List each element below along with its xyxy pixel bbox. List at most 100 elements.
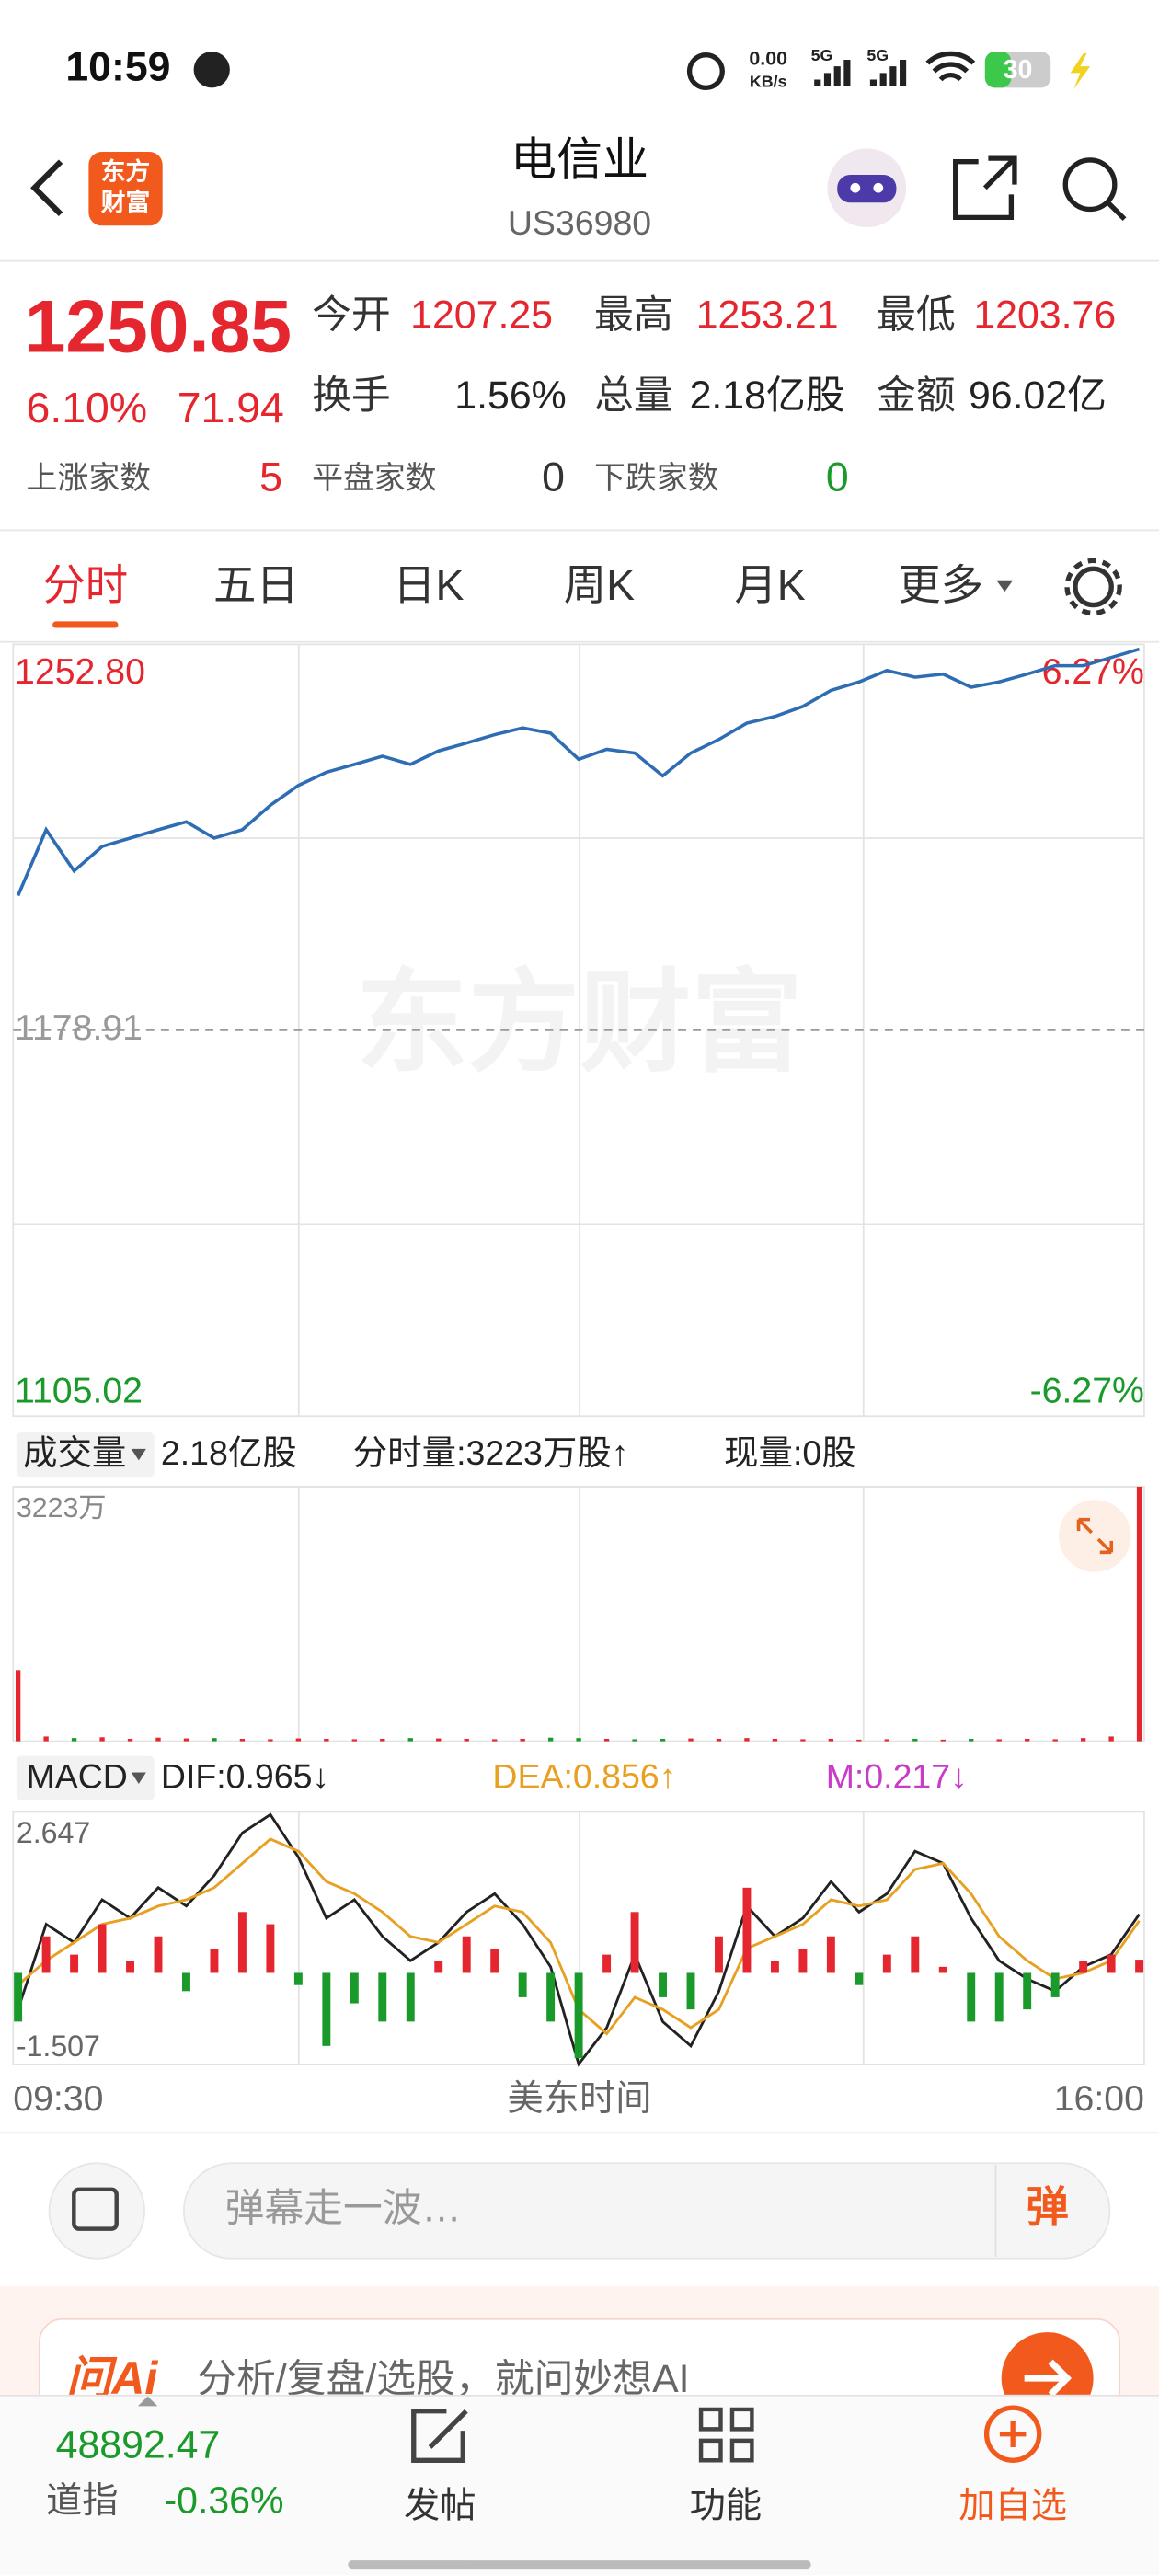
wifi-icon: [925, 51, 976, 82]
volume-bar: [603, 1739, 610, 1742]
search-handle: [1106, 201, 1127, 222]
page-title: 电信业: [511, 134, 648, 186]
robot-eye: [873, 182, 884, 193]
volume-bar: [1108, 1736, 1114, 1742]
volume-bar: [856, 1739, 862, 1742]
index-change: -0.36%: [164, 2479, 283, 2522]
volume-bar: [492, 1739, 498, 1742]
tab[interactable]: 周K: [564, 561, 635, 609]
tab[interactable]: 日K: [393, 561, 464, 609]
macd-bar: [630, 1912, 639, 1973]
breadth-value: 0: [542, 455, 565, 500]
back-button[interactable]: [30, 159, 63, 217]
volume-bar: [15, 1670, 21, 1742]
app-logo[interactable]: [88, 151, 163, 226]
tab[interactable]: 五日: [213, 561, 299, 609]
volume-bar: [828, 1739, 834, 1742]
tab-active[interactable]: 分时: [42, 561, 128, 609]
index-name: 道指: [46, 2480, 119, 2521]
volume-bar: [996, 1739, 1002, 1742]
macd-bar: [659, 1972, 667, 1997]
net-speed-unit: KB/s: [750, 73, 787, 91]
macd-bar: [70, 1954, 79, 1973]
battery-level: [984, 52, 1012, 88]
volume-bar: [744, 1738, 750, 1742]
index-value[interactable]: 48892.47: [56, 2422, 221, 2467]
field-label: 最低: [877, 293, 956, 338]
volume-bar: [351, 1739, 357, 1742]
macd-bar: [266, 1924, 275, 1973]
volume-bar: [436, 1738, 442, 1742]
time-label: 09:30: [13, 2078, 103, 2119]
stock-code: US36980: [508, 203, 651, 242]
volume-bar: [660, 1739, 666, 1742]
macd-header: DIF:0.965↓: [161, 1757, 329, 1796]
macd-line: [17, 1812, 1141, 2067]
field-value: 1207.25: [410, 293, 553, 338]
macd-bar: [434, 1961, 443, 1973]
danmu-send[interactable]: 弹: [1026, 2183, 1068, 2231]
volume-bar: [380, 1739, 385, 1742]
macd-bar: [938, 1966, 947, 1973]
volume-bar: [1136, 1486, 1142, 1742]
dropdown-arrow: [131, 1772, 146, 1784]
macd-header: DEA:0.856↑: [492, 1757, 676, 1796]
macd-bar: [715, 1936, 723, 1973]
indicator-select[interactable]: [16, 1432, 155, 1478]
macd-bar: [1135, 1960, 1144, 1973]
nav-item[interactable]: 加自选: [958, 2485, 1067, 2525]
volume-bar: [127, 1739, 133, 1742]
macd-bar: [98, 1924, 107, 1973]
tab[interactable]: 更多: [898, 561, 983, 609]
settings-gear: [1064, 558, 1122, 616]
volume-bar: [576, 1738, 581, 1742]
share-button[interactable]: [953, 155, 1017, 221]
robot-face: [837, 174, 897, 203]
volume-bar: [1052, 1739, 1058, 1742]
alarm-icon: [686, 52, 725, 91]
macd-bar: [237, 1912, 247, 1973]
battery-text: 30: [1004, 55, 1033, 85]
volume-bar: [547, 1737, 554, 1742]
nav-item[interactable]: 发帖: [404, 2485, 476, 2525]
tab[interactable]: 月K: [734, 561, 805, 609]
ai-text: 分析/复盘/选股，就问妙想AI: [197, 2357, 689, 2401]
nav-item[interactable]: 功能: [690, 2485, 763, 2525]
search-button[interactable]: [1062, 157, 1118, 213]
macd-bar: [378, 1972, 387, 2022]
divider: [0, 2132, 1159, 2134]
volume-bar: [632, 1739, 637, 1742]
net-type: 5G: [811, 46, 833, 64]
danmu-input[interactable]: [182, 2162, 1111, 2260]
volume-bar: [183, 1738, 189, 1742]
expand-icon: [1076, 1517, 1114, 1555]
field-value: 1203.76: [973, 293, 1116, 338]
y2-tick-label: -6.27%: [1030, 1371, 1144, 1411]
add-icon: [983, 2405, 1042, 2463]
divider: [0, 259, 1159, 262]
macd-bar: [826, 1936, 835, 1973]
macd-bar: [1107, 1954, 1116, 1973]
volume-bar: [268, 1739, 273, 1742]
danmu-toggle[interactable]: [48, 2162, 145, 2260]
settings-button[interactable]: [1073, 566, 1114, 608]
y-tick-label: 1178.91: [15, 1007, 143, 1048]
tab-underline: [52, 621, 119, 628]
status-icon: [193, 52, 230, 88]
macd-bar: [742, 1887, 752, 1973]
danmu-icon: [72, 2187, 119, 2231]
breadth-label: 上涨家数: [27, 461, 152, 496]
net-speed: 0.00: [749, 48, 787, 70]
indicator-select[interactable]: [16, 1755, 155, 1800]
macd-bar: [518, 1972, 527, 1997]
field-label: 换手: [312, 374, 391, 418]
macd-bar: [1023, 1972, 1032, 2010]
macd-bar: [798, 1948, 808, 1973]
volume-bar: [884, 1739, 889, 1742]
macd-bar: [14, 1972, 23, 2022]
volume-bar: [407, 1738, 413, 1742]
divider: [0, 529, 1159, 532]
volume-header: 成交量: [23, 1433, 126, 1472]
y-tick-label: -1.507: [17, 2030, 100, 2063]
expand-button[interactable]: [1059, 1500, 1131, 1572]
